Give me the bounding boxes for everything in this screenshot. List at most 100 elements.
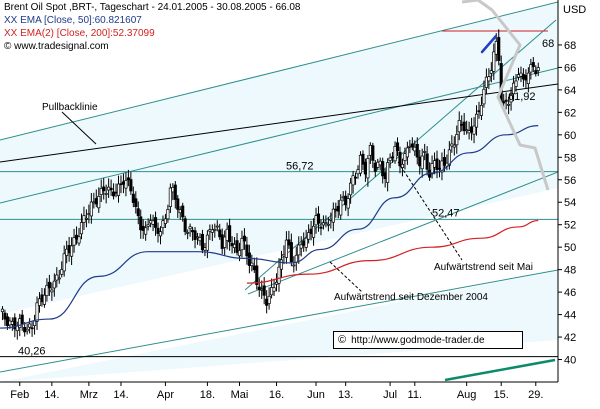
candle-body [368,144,372,156]
candle-body [312,225,316,238]
candle-body [178,209,182,214]
candle-body [163,218,167,224]
candle-body [225,228,229,241]
candle-body [181,205,185,218]
candle-body [274,281,279,285]
candle-body [467,130,471,134]
candle-body [183,218,187,232]
candle-body [166,209,170,220]
candle-body [3,312,7,320]
candle-body [149,220,153,224]
upper-channel-top-line [0,1,558,141]
candle-body [349,182,353,196]
candle-body [484,76,488,88]
candle-body [228,225,232,243]
legend-ema50: XX EMA [Close, 50]:60.821607 [4,15,142,26]
candle-body [502,101,506,104]
candle-body [294,254,298,263]
candle-body [344,195,348,206]
candle-body [10,321,14,325]
candle-body [141,225,145,231]
candle-body [25,328,29,332]
candle-body [40,294,44,303]
candle-body [37,298,42,306]
candle-body [316,213,321,224]
candle-body [282,253,286,257]
candle-body [432,160,437,168]
candle-body [521,74,525,80]
candle-body [97,196,101,209]
candle-body [415,143,419,158]
candle-body [494,41,498,55]
candle-body [361,153,365,165]
candle-body [356,169,360,175]
lower-channel-fill [0,270,558,382]
candle-body [314,215,318,226]
candle-body [230,242,234,247]
pullback-line [0,83,558,163]
candle-body [329,218,333,221]
y-tick-label: 42 [564,332,576,344]
candle-body [487,76,491,82]
candle-body [220,234,224,249]
candle-body [92,201,96,204]
candle-body [339,199,343,216]
forecast-arrow [480,34,498,54]
candle-body [126,177,130,181]
candle-body [50,289,54,293]
candle-body [346,198,350,209]
candle-body [171,187,175,193]
candle-body [33,320,37,326]
candle-body [158,231,163,237]
candle-body [534,70,538,75]
candle-body [304,237,308,248]
candle-body [102,186,106,192]
candle-body [60,269,64,275]
candle-body [30,327,34,330]
candle-body [205,234,209,251]
candle-body [52,280,56,289]
candle-body [442,157,446,166]
candle-body [198,237,202,242]
candle-body [351,175,355,186]
lower-channel-line [0,269,558,373]
x-tick-label: Jul [383,389,397,401]
candle-body [455,134,459,146]
candle-body [514,80,518,87]
candle-body [418,156,422,167]
candle-body [240,238,244,251]
candle-body [292,264,296,267]
candle-body [242,235,246,242]
candle-body [479,104,484,116]
y-tick-label: 52 [564,220,576,232]
candle-body [267,295,271,304]
ema50-line [0,125,539,329]
candle-body [89,201,93,217]
candle-body [213,228,217,231]
candle-body [403,153,407,161]
level-52-label: 52,47 [432,207,460,219]
candle-body [104,193,108,195]
candle-body [8,320,12,326]
candle-body [489,70,493,74]
candle-body [67,245,71,254]
candle-body [161,220,165,229]
candle-body [526,72,530,85]
candle-body [363,161,367,175]
candle-body [146,224,150,227]
y-tick-label: 50 [564,242,576,254]
candle-body [482,88,486,105]
candle-body [524,75,528,81]
annotation-pullbacklinie: Pullbacklinie [42,102,98,113]
candle-body [20,314,24,325]
candle-body [512,82,516,95]
candle-body [457,120,461,133]
y-tick-label: 64 [564,85,576,97]
candle-body [321,222,325,226]
candle-body [477,110,481,113]
level-56-label: 56,72 [286,161,314,173]
candle-body [393,146,397,162]
y-tick-label: 46 [564,287,576,299]
candle-body [499,63,503,102]
